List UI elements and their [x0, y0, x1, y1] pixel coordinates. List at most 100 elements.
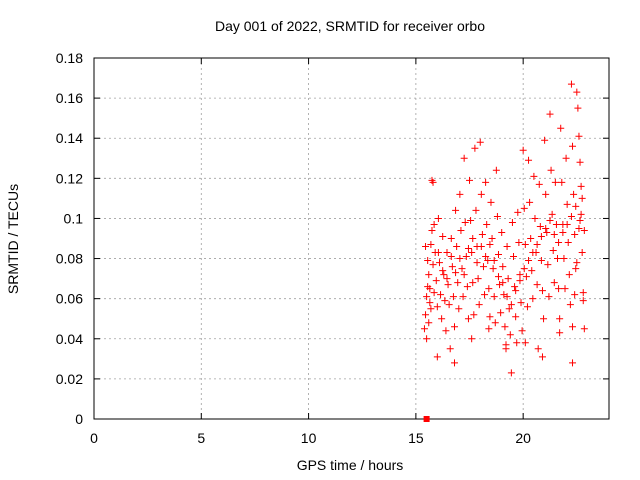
data-point — [471, 144, 479, 152]
data-point — [433, 303, 441, 311]
data-point — [525, 156, 533, 164]
data-point — [502, 341, 510, 349]
data-point — [546, 216, 554, 224]
data-point — [558, 178, 566, 186]
data-point — [580, 325, 588, 333]
data-point — [505, 305, 513, 313]
y-tick-label: 0.16 — [56, 90, 83, 106]
data-point — [460, 154, 468, 162]
x-axis-label: GPS time / hours — [297, 457, 404, 473]
data-point — [494, 251, 502, 259]
data-point — [525, 257, 533, 265]
data-point — [559, 228, 567, 236]
data-point — [526, 198, 534, 206]
data-point — [542, 190, 550, 198]
data-point — [477, 190, 485, 198]
data-point — [544, 261, 552, 269]
data-point — [504, 275, 512, 283]
x-tick-label: 10 — [301, 430, 317, 446]
data-point — [512, 313, 520, 321]
data-point — [429, 178, 437, 186]
data-point — [537, 257, 545, 265]
x-tick-label: 20 — [515, 430, 531, 446]
y-tick-label: 0.1 — [64, 210, 84, 226]
data-point — [483, 220, 491, 228]
data-point — [456, 190, 464, 198]
x-tick-label: 15 — [408, 430, 424, 446]
data-point — [565, 271, 573, 279]
data-point — [572, 202, 580, 210]
data-point — [522, 273, 530, 281]
data-point — [578, 194, 586, 202]
data-point — [493, 212, 501, 220]
data-point — [507, 369, 515, 377]
data-point — [423, 335, 431, 343]
data-point — [447, 253, 455, 261]
data-point — [420, 325, 428, 333]
data-point — [444, 281, 452, 289]
data-point — [487, 198, 495, 206]
data-point — [447, 235, 455, 242]
data-point — [470, 311, 478, 319]
data-point — [529, 295, 537, 303]
data-point — [512, 287, 520, 295]
data-point — [503, 293, 511, 301]
data-point — [507, 301, 515, 309]
data-point — [546, 110, 554, 118]
y-axis: 0 0.02 0.04 0.06 0.08 0.1 0.12 0.14 0.16 0.18 — [56, 50, 609, 427]
data-point — [579, 297, 587, 305]
data-point — [531, 214, 539, 222]
data-point — [538, 353, 546, 361]
data-point — [543, 228, 551, 236]
data-point — [484, 257, 492, 265]
data-point — [439, 267, 447, 275]
data-point — [520, 204, 528, 212]
data-point — [530, 172, 538, 180]
data-point — [497, 309, 505, 317]
data-point — [570, 190, 578, 198]
data-point — [441, 297, 449, 305]
data-point — [472, 206, 480, 214]
data-point — [449, 293, 457, 301]
data-point — [491, 319, 499, 327]
y-tick-label: 0.08 — [56, 251, 83, 267]
data-point — [428, 226, 436, 234]
data-point — [578, 249, 586, 257]
data-point — [556, 329, 564, 337]
y-tick-label: 0.04 — [56, 331, 83, 347]
data-point — [523, 303, 531, 311]
data-point — [499, 279, 507, 287]
data-point — [554, 255, 561, 263]
data-point — [426, 285, 434, 293]
y-tick-label: 0 — [75, 411, 83, 427]
data-point — [454, 279, 462, 287]
data-point — [473, 259, 481, 267]
data-point — [443, 275, 451, 283]
data-point — [563, 200, 571, 208]
data-point — [555, 239, 563, 247]
data-point — [552, 220, 560, 228]
data-point — [541, 136, 549, 144]
data-point — [437, 291, 445, 299]
data-point — [485, 285, 493, 293]
data-point — [499, 263, 507, 271]
y-tick-label: 0.02 — [56, 371, 83, 387]
data-point — [486, 241, 494, 249]
data-point — [474, 275, 482, 283]
plot-frame — [93, 57, 610, 420]
data-point — [425, 319, 433, 327]
data-point — [580, 226, 588, 234]
y-axis-label: SRMTID / TECUs — [5, 184, 21, 294]
data-point — [485, 325, 493, 333]
x-tick-label: 0 — [90, 430, 98, 446]
data-point — [451, 323, 458, 331]
data-point — [426, 299, 434, 307]
data-point — [567, 212, 575, 220]
data-point — [423, 293, 431, 301]
data-point — [510, 253, 518, 261]
special-point-marker — [423, 416, 430, 422]
data-point — [476, 138, 484, 146]
data-point — [455, 305, 463, 313]
data-points — [420, 80, 588, 422]
data-point — [434, 214, 442, 222]
